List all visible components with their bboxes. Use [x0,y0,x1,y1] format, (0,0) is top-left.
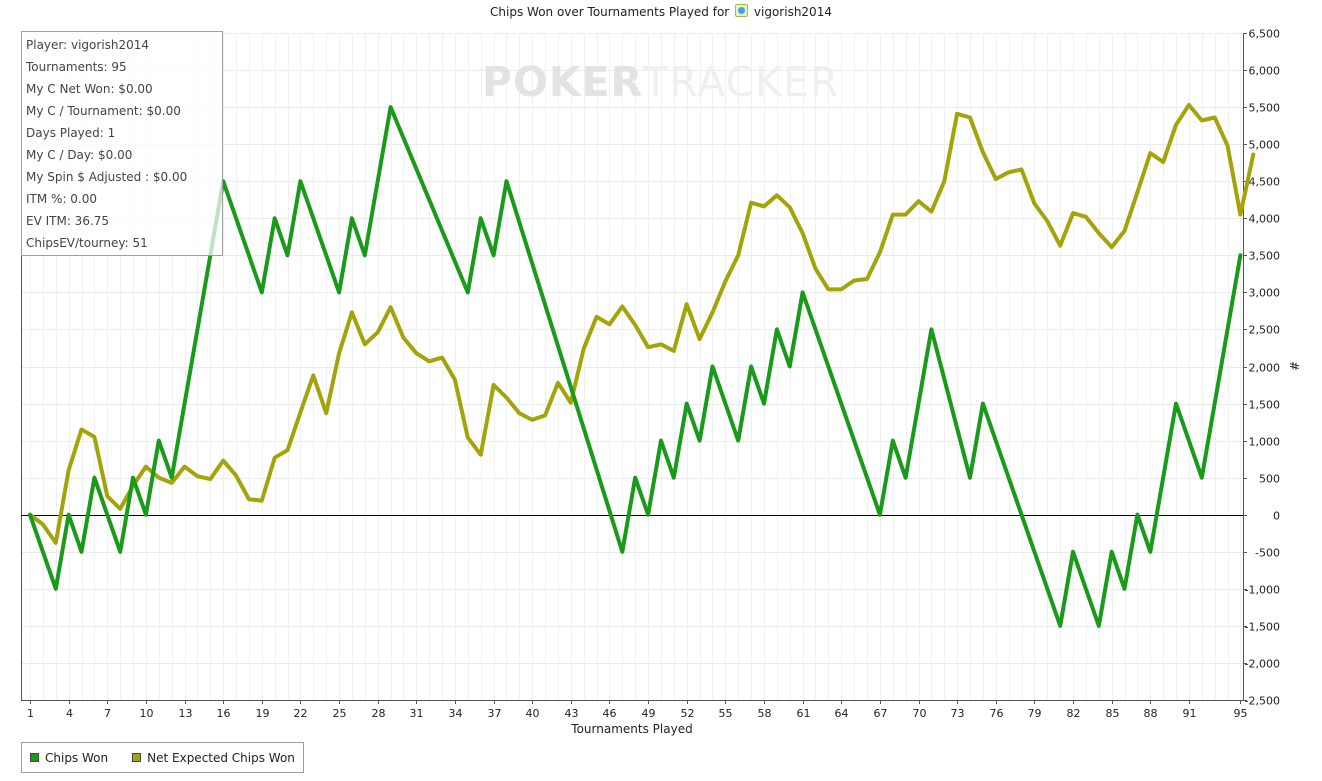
stats-info-box: Player: vigorish2014 Tournaments: 95 My … [21,31,223,256]
y-tick-label: 1,500 [1249,399,1281,412]
y-tick-label: -2,000 [1245,658,1280,671]
x-tick-label: 91 [1183,707,1197,720]
x-tick-label: 61 [797,707,811,720]
x-tick-label: 28 [372,707,386,720]
chart-title-prefix: Chips Won over Tournaments Played for [490,5,730,19]
y-tick-label: 1,000 [1249,436,1281,449]
x-tick-label: 76 [990,707,1004,720]
x-tick-label: 52 [681,707,695,720]
x-tick-label: 64 [835,707,849,720]
series-line-net-expected [28,102,1256,545]
legend-label-chips-won: Chips Won [45,750,109,765]
x-tick-label: 73 [951,707,965,720]
info-per-day: My C / Day: $0.00 [26,148,133,162]
y-tick-label: 4,000 [1249,213,1281,226]
x-tick-label: 70 [913,707,927,720]
info-tournaments: Tournaments: 95 [26,60,127,74]
x-tick-label: 31 [410,707,424,720]
x-tick-label: 43 [565,707,579,720]
site-icon [735,4,749,17]
x-tick-label: 7 [104,707,111,720]
x-tick-label: 58 [758,707,772,720]
x-tick-label: 40 [526,707,540,720]
info-player: Player: vigorish2014 [26,38,150,52]
legend-swatch-net-expected [132,753,142,762]
legend-label-net-expected: Net Expected Chips Won [147,750,295,765]
x-tick-label: 67 [874,707,888,720]
y-tick-label: 4,500 [1249,176,1281,189]
y-axis-label: # [1287,360,1302,372]
chart-title-player: vigorish2014 [753,5,832,19]
y-tick-label: 2,000 [1249,362,1281,375]
info-spin-adjusted: My Spin $ Adjusted : $0.00 [26,170,188,184]
chart-title: Chips Won over Tournaments Played for vi… [0,4,1322,19]
y-tick-label: 6,000 [1249,65,1281,78]
x-tick-label: 79 [1028,707,1042,720]
x-axis-label: Tournaments Played [571,722,693,736]
x-tick-label: 10 [140,707,154,720]
x-tick-label: 85 [1106,707,1120,720]
info-per-tournament: My C / Tournament: $0.00 [26,104,181,118]
y-tick-label: -2,500 [1245,695,1280,708]
info-days-played: Days Played: 1 [26,126,116,140]
y-tick-label: -500 [1255,547,1280,560]
pokertracker-watermark: POKERTRACKER [482,58,839,106]
y-tick-label: 5,500 [1249,102,1281,115]
info-itm-percent: ITM %: 0.00 [26,192,98,206]
x-tick-label: 46 [603,707,617,720]
chart-legend: Chips Won Net Expected Chips Won [21,742,304,773]
x-tick-label: 95 [1234,707,1248,720]
x-tick-label: 25 [333,707,347,720]
info-ev-itm: EV ITM: 36.75 [26,214,110,228]
x-tick-label: 37 [488,707,502,720]
series-line-chips-won [28,105,1243,628]
watermark-light: TRACKER [643,58,840,106]
x-tick-label: 1 [27,707,34,720]
x-tick-label: 55 [719,707,733,720]
x-tick-label: 82 [1067,707,1081,720]
y-tick-label: 3,000 [1249,287,1281,300]
y-tick-label: -1,000 [1245,584,1280,597]
y-tick-label: 3,500 [1249,250,1281,263]
x-tick-label: 16 [217,707,231,720]
watermark-bold: POKER [482,58,644,106]
info-chipsev-tourney: ChipsEV/tourney: 51 [26,236,148,250]
y-tick-label: -1,500 [1245,621,1280,634]
legend-item-chips-won[interactable]: Chips Won [30,751,108,765]
x-tick-label: 88 [1144,707,1158,720]
x-tick-label: 19 [256,707,270,720]
x-tick-label: 49 [642,707,656,720]
x-tick-label: 4 [66,707,73,720]
y-tick-label: 5,000 [1249,139,1281,152]
y-tick-label: 500 [1259,473,1280,486]
y-tick-label: 6,500 [1249,28,1281,41]
legend-swatch-chips-won [30,753,39,762]
y-tick-label: 2,500 [1249,324,1281,337]
y-tick-label: 0 [1273,510,1280,523]
legend-item-net-expected[interactable]: Net Expected Chips Won [132,751,295,765]
x-tick-label: 34 [449,707,463,720]
x-tick-label: 13 [179,707,193,720]
info-net-won: My C Net Won: $0.00 [26,82,153,96]
x-tick-label: 22 [294,707,308,720]
